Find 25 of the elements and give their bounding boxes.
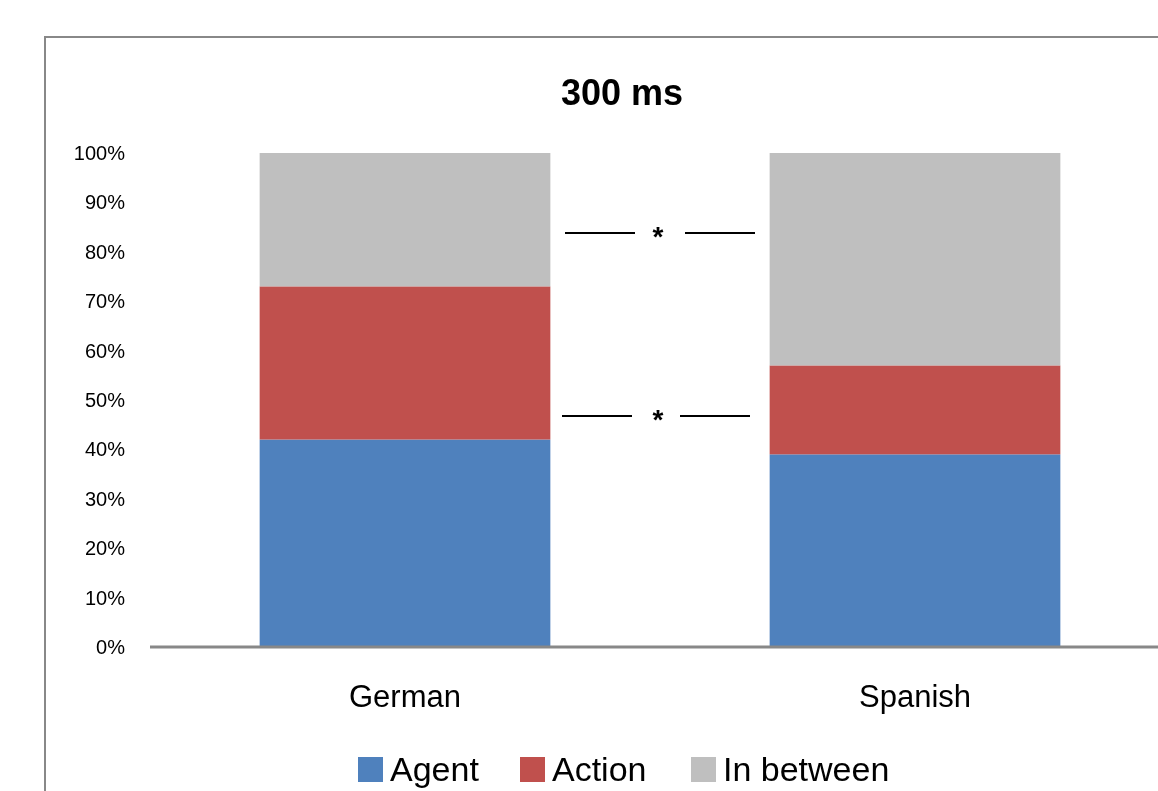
bar [259, 439, 551, 647]
y-tick-label: 50% [84, 389, 126, 411]
chart-title: 300 ms [560, 72, 684, 113]
legend-label: Action [552, 750, 647, 788]
y-tick-label: 10% [84, 586, 126, 609]
bar [259, 286, 551, 440]
y-tick-label: 70% [84, 290, 126, 313]
x-tick-label: Spanish [858, 679, 972, 714]
annotation: * [652, 404, 664, 435]
bar [769, 454, 1061, 647]
y-tick-label: 40% [84, 438, 126, 461]
y-tick-label: 90% [84, 191, 126, 214]
y-tick-label: 100% [73, 142, 126, 164]
y-tick-label: 30% [84, 487, 126, 510]
bar [769, 153, 1061, 366]
bar [769, 365, 1061, 455]
y-tick-label: 80% [84, 240, 126, 263]
annotation: * [652, 221, 664, 252]
y-tick-label: 60% [84, 339, 126, 362]
y-tick-label: 0% [96, 636, 126, 658]
x-tick-label: German [349, 679, 461, 714]
legend-label: In between [723, 750, 890, 788]
y-tick-label: 20% [84, 537, 126, 560]
legend-label: Agent [390, 750, 480, 788]
bar [259, 153, 551, 287]
